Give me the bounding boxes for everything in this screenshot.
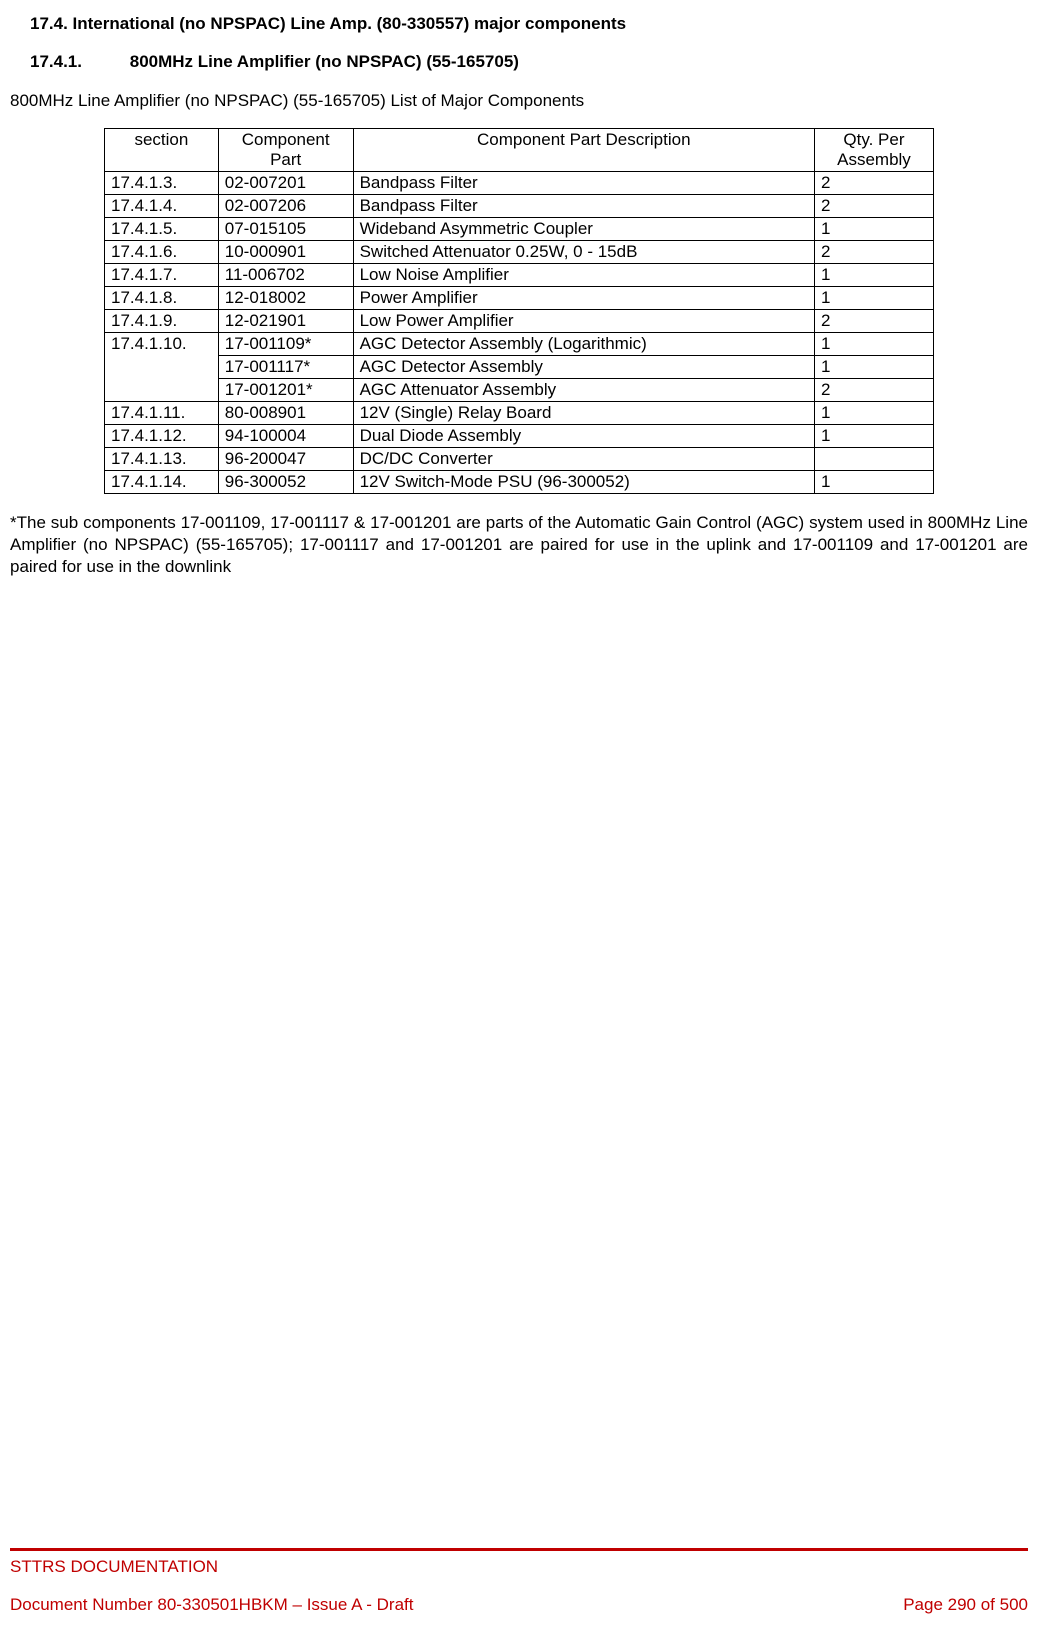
- cell-desc: Bandpass Filter: [353, 172, 814, 195]
- footer-doc-title: STTRS DOCUMENTATION: [10, 1557, 1028, 1577]
- cell-part: 80-008901: [218, 402, 353, 425]
- cell-part: 12-018002: [218, 287, 353, 310]
- cell-qty: [814, 448, 933, 471]
- cell-part: 17-001109*: [218, 333, 353, 356]
- cell-desc: AGC Attenuator Assembly: [353, 379, 814, 402]
- cell-section: 17.4.1.12.: [105, 425, 219, 448]
- section-heading: 17.4. International (no NPSPAC) Line Amp…: [30, 14, 1028, 34]
- footnote-text: *The sub components 17-001109, 17-001117…: [10, 512, 1028, 578]
- cell-qty: 2: [814, 310, 933, 333]
- cell-desc: Switched Attenuator 0.25W, 0 - 15dB: [353, 241, 814, 264]
- cell-desc: Low Noise Amplifier: [353, 264, 814, 287]
- cell-qty: 1: [814, 264, 933, 287]
- cell-desc: Bandpass Filter: [353, 195, 814, 218]
- cell-qty: 1: [814, 287, 933, 310]
- cell-part: 96-300052: [218, 471, 353, 494]
- cell-desc: AGC Detector Assembly: [353, 356, 814, 379]
- cell-part: 17-001117*: [218, 356, 353, 379]
- table-row: 17.4.1.6. 10-000901 Switched Attenuator …: [105, 241, 934, 264]
- table-row: 17.4.1.7. 11-006702 Low Noise Amplifier …: [105, 264, 934, 287]
- cell-section: 17.4.1.14.: [105, 471, 219, 494]
- cell-part: 11-006702: [218, 264, 353, 287]
- table-row: 17.4.1.4. 02-007206 Bandpass Filter 2: [105, 195, 934, 218]
- cell-section: 17.4.1.8.: [105, 287, 219, 310]
- table-row: 17.4.1.10. 17-001109* AGC Detector Assem…: [105, 333, 934, 356]
- cell-desc: AGC Detector Assembly (Logarithmic): [353, 333, 814, 356]
- cell-qty: 1: [814, 471, 933, 494]
- components-table: section Component Part Component Part De…: [104, 128, 934, 494]
- cell-part: 96-200047: [218, 448, 353, 471]
- table-row: 17.4.1.11. 80-008901 12V (Single) Relay …: [105, 402, 934, 425]
- col-header-part: Component Part: [218, 129, 353, 172]
- table-row: 17.4.1.14. 96-300052 12V Switch-Mode PSU…: [105, 471, 934, 494]
- cell-qty: 2: [814, 241, 933, 264]
- cell-section: 17.4.1.13.: [105, 448, 219, 471]
- col-header-qty: Qty. Per Assembly: [814, 129, 933, 172]
- cell-desc: Power Amplifier: [353, 287, 814, 310]
- cell-part: 94-100004: [218, 425, 353, 448]
- cell-desc: 12V (Single) Relay Board: [353, 402, 814, 425]
- page-footer: STTRS DOCUMENTATION Document Number 80-3…: [10, 1548, 1028, 1615]
- cell-desc: Wideband Asymmetric Coupler: [353, 218, 814, 241]
- cell-section: 17.4.1.6.: [105, 241, 219, 264]
- footer-doc-number: Document Number 80-330501HBKM – Issue A …: [10, 1595, 413, 1615]
- cell-desc: 12V Switch-Mode PSU (96-300052): [353, 471, 814, 494]
- cell-section: [105, 356, 219, 379]
- subsection-title: 800MHz Line Amplifier (no NPSPAC) (55-16…: [130, 52, 519, 71]
- cell-qty: 2: [814, 172, 933, 195]
- cell-part: 12-021901: [218, 310, 353, 333]
- cell-part: 02-007201: [218, 172, 353, 195]
- cell-qty: 1: [814, 356, 933, 379]
- cell-qty: 1: [814, 425, 933, 448]
- cell-part: 07-015105: [218, 218, 353, 241]
- cell-qty: 1: [814, 333, 933, 356]
- cell-qty: 1: [814, 218, 933, 241]
- cell-part: 02-007206: [218, 195, 353, 218]
- cell-qty: 2: [814, 195, 933, 218]
- table-row: 17.4.1.5. 07-015105 Wideband Asymmetric …: [105, 218, 934, 241]
- cell-section: 17.4.1.5.: [105, 218, 219, 241]
- cell-section: [105, 379, 219, 402]
- table-row: 17.4.1.13. 96-200047 DC/DC Converter: [105, 448, 934, 471]
- cell-qty: 2: [814, 379, 933, 402]
- table-header-row: section Component Part Component Part De…: [105, 129, 934, 172]
- table-row: 17.4.1.8. 12-018002 Power Amplifier 1: [105, 287, 934, 310]
- table-row: 17.4.1.9. 12-021901 Low Power Amplifier …: [105, 310, 934, 333]
- cell-part: 17-001201*: [218, 379, 353, 402]
- cell-desc: Dual Diode Assembly: [353, 425, 814, 448]
- table-row: 17-001201* AGC Attenuator Assembly 2: [105, 379, 934, 402]
- footer-page: Page 290 of 500: [903, 1595, 1028, 1615]
- cell-part: 10-000901: [218, 241, 353, 264]
- cell-section: 17.4.1.3.: [105, 172, 219, 195]
- cell-desc: Low Power Amplifier: [353, 310, 814, 333]
- intro-text: 800MHz Line Amplifier (no NPSPAC) (55-16…: [10, 90, 1028, 112]
- cell-section: 17.4.1.9.: [105, 310, 219, 333]
- subsection-number: 17.4.1.: [30, 52, 125, 72]
- footer-rule: [10, 1548, 1028, 1551]
- table-row: 17.4.1.3. 02-007201 Bandpass Filter 2: [105, 172, 934, 195]
- cell-section: 17.4.1.7.: [105, 264, 219, 287]
- col-header-section: section: [105, 129, 219, 172]
- cell-section: 17.4.1.11.: [105, 402, 219, 425]
- cell-desc: DC/DC Converter: [353, 448, 814, 471]
- subsection-heading: 17.4.1. 800MHz Line Amplifier (no NPSPAC…: [30, 52, 1028, 72]
- table-row: 17-001117* AGC Detector Assembly 1: [105, 356, 934, 379]
- cell-section: 17.4.1.10.: [105, 333, 219, 356]
- cell-section: 17.4.1.4.: [105, 195, 219, 218]
- cell-qty: 1: [814, 402, 933, 425]
- table-row: 17.4.1.12. 94-100004 Dual Diode Assembly…: [105, 425, 934, 448]
- col-header-desc: Component Part Description: [353, 129, 814, 172]
